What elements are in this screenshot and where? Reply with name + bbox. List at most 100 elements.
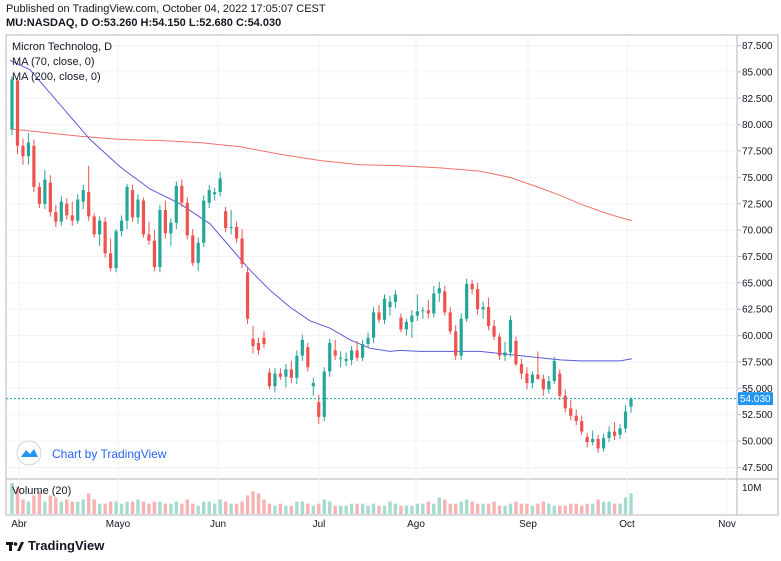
volume-bar	[103, 503, 107, 514]
ohlc-line: MU:NASDAQ, D O:53.260 H:54.150 L:52.680 …	[6, 17, 281, 29]
legend-title: Micron Technolog, D	[12, 41, 112, 53]
candle-body	[26, 142, 31, 157]
candle-body	[213, 192, 217, 195]
volume-bar	[229, 503, 233, 514]
x-tick-label: Jul	[313, 519, 326, 530]
candle-body	[130, 190, 135, 218]
candle-body	[284, 369, 288, 377]
candle-body	[580, 421, 584, 432]
volume-bar	[185, 499, 189, 514]
volume-bar	[475, 503, 480, 514]
volume-bar	[141, 501, 146, 514]
volume-bar	[158, 501, 162, 514]
x-tick-label: Oct	[619, 519, 635, 530]
candle-body	[54, 212, 58, 222]
tradingview-logo-icon	[6, 540, 24, 552]
volume-bar	[43, 501, 47, 514]
candle-body	[569, 408, 573, 416]
candle-body	[388, 301, 392, 308]
volume-bar	[536, 503, 540, 514]
volume-bar	[92, 499, 96, 514]
volume-bar	[114, 501, 118, 514]
candle-body	[15, 80, 20, 146]
candle-body	[251, 338, 255, 347]
volume-bar	[322, 499, 326, 514]
open-label: O:	[91, 17, 104, 29]
grid	[6, 35, 737, 515]
cloud-icon	[21, 449, 38, 457]
candle-body	[289, 369, 293, 378]
x-tick-label: Abr	[11, 519, 27, 530]
volume-bar	[81, 499, 85, 514]
y-tick-label: 55.000	[742, 384, 773, 395]
moving-averages	[9, 59, 633, 362]
chart-by-badge[interactable]: Chart by TradingView	[16, 440, 167, 466]
candle-body	[147, 234, 151, 241]
volume-bar	[180, 503, 184, 514]
volume-bars	[10, 483, 633, 514]
volume-bar	[37, 491, 42, 514]
volume-bar	[459, 501, 463, 514]
legend-ma70: MA (70, close, 0)	[12, 56, 95, 68]
candle-body	[59, 201, 63, 222]
volume-bar	[300, 501, 305, 514]
candle-body	[87, 192, 91, 217]
volume-bar	[267, 503, 272, 514]
volume-bar	[108, 501, 113, 514]
candle-body	[229, 226, 233, 229]
volume-bar	[152, 501, 157, 514]
plot-frame	[5, 34, 779, 516]
candle-body	[399, 317, 403, 330]
volume-bar	[503, 505, 507, 514]
candle-body	[443, 291, 447, 313]
candle-body	[152, 240, 157, 268]
volume-bar	[234, 503, 239, 514]
volume-bar	[349, 503, 354, 514]
volume-bar	[569, 503, 573, 514]
y-tick-label: 67.500	[742, 252, 773, 263]
candle-body	[174, 185, 178, 223]
volume-bar	[333, 505, 337, 514]
chart-by-label[interactable]: Chart by TradingView	[52, 447, 167, 461]
candle-body	[267, 372, 272, 387]
candle-body	[136, 199, 140, 218]
volume-bar	[470, 501, 474, 514]
candle-body	[169, 222, 173, 234]
candle-body	[98, 220, 102, 235]
volume-bar	[579, 505, 584, 514]
candle-body	[70, 215, 74, 221]
volume-bar	[596, 499, 600, 514]
candle-body	[404, 321, 409, 330]
candle-body	[240, 238, 244, 264]
tradingview-brand[interactable]: TradingView	[6, 538, 104, 553]
y-tick-label: 47.500	[742, 463, 773, 474]
candle-body	[629, 398, 633, 407]
candle-body	[459, 318, 463, 356]
candle-body	[311, 383, 315, 387]
volume-bar	[295, 501, 299, 514]
volume-bar	[519, 503, 524, 514]
volume-bar	[207, 501, 211, 514]
candle-body	[470, 283, 474, 290]
volume-bar	[382, 505, 387, 514]
volume-bar	[552, 505, 557, 514]
brand-name: TradingView	[28, 538, 105, 553]
volume-bar	[65, 499, 69, 514]
candle-body	[317, 402, 321, 417]
close-value: 54.030	[247, 17, 282, 29]
volume-bar	[574, 503, 578, 514]
price-chart[interactable]: 87.500 85.000 82.500 80.000 77.500 75.000 72.5…	[0, 0, 781, 535]
volume-bar	[273, 505, 277, 514]
volume-bar	[514, 501, 518, 514]
candle-body	[65, 203, 69, 216]
candle-body	[48, 182, 52, 213]
open-value: 53.260	[103, 17, 138, 29]
candle-body	[245, 272, 250, 319]
candle-body	[10, 79, 14, 129]
volume-bar	[437, 497, 441, 514]
candle-body	[454, 331, 458, 356]
candle-body	[415, 311, 419, 316]
volume-bar	[26, 501, 31, 514]
candle-body	[448, 312, 452, 332]
candle-body	[300, 339, 304, 356]
